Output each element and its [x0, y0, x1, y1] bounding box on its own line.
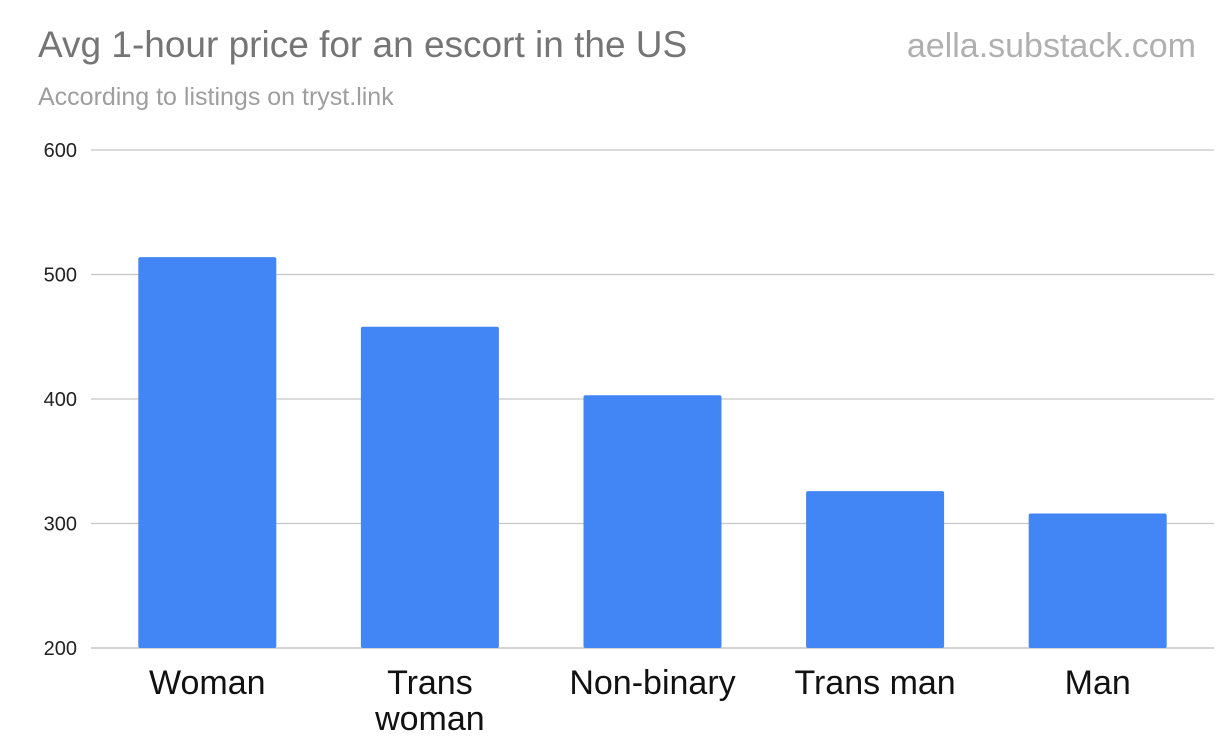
x-category-label: Man	[1065, 664, 1131, 702]
bar-man	[1028, 513, 1167, 648]
bar-trans-woman	[360, 326, 499, 648]
y-tick-label: 600	[44, 140, 77, 162]
x-category-label: Woman	[149, 664, 266, 702]
y-tick-label: 300	[44, 514, 77, 536]
watermark-text: aella.substack.com	[906, 27, 1196, 65]
bar-trans-man	[806, 491, 945, 648]
y-tick-label: 200	[44, 638, 77, 660]
bar-woman	[138, 257, 277, 648]
y-tick-label: 400	[44, 389, 77, 411]
chart-subtitle: According to listings on tryst.link	[38, 83, 394, 111]
y-axis-ticks: 200 300 400 500 600	[44, 140, 77, 660]
x-category-label: woman	[374, 700, 485, 738]
bar-non-binary	[583, 395, 722, 648]
y-tick-label: 500	[44, 265, 77, 287]
x-category-label: Non-binary	[569, 664, 735, 702]
chart-title: Avg 1-hour price for an escort in the US	[38, 24, 688, 65]
x-category-label: Trans	[387, 664, 473, 702]
grid-lines	[91, 149, 1214, 649]
x-category-label: Trans man	[794, 664, 955, 702]
bars	[138, 257, 1167, 648]
